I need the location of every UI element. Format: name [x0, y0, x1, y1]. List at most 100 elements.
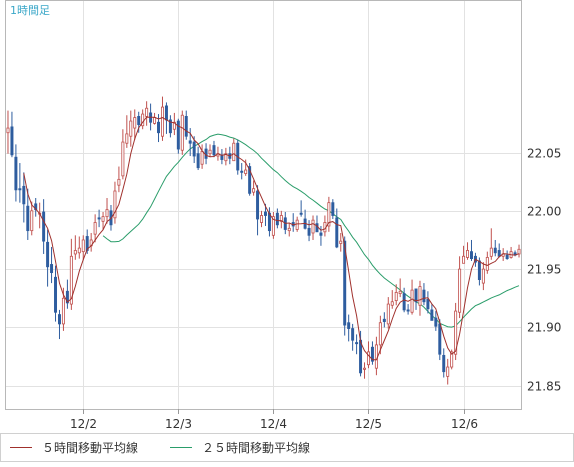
candle-body — [458, 268, 462, 313]
candle-body — [184, 116, 188, 137]
candle-body — [351, 328, 355, 341]
candle-body — [430, 309, 434, 321]
candle-body — [188, 140, 192, 144]
y-tick-label: 22.05 — [527, 147, 561, 161]
candle-body — [311, 219, 315, 234]
candle-body — [378, 322, 382, 346]
y-tick-label: 21.85 — [527, 380, 561, 394]
candle-body — [208, 149, 212, 155]
candle-body — [137, 116, 141, 125]
candle-body — [382, 318, 386, 322]
candle-body — [14, 156, 18, 191]
candle-body — [462, 255, 466, 264]
candle-body — [263, 211, 267, 216]
legend-ma5-label: ５時間移動平均線 — [42, 440, 138, 455]
candles-group — [6, 96, 521, 385]
candle-body — [160, 106, 164, 137]
candle-body — [327, 202, 331, 227]
candle-body — [248, 166, 252, 194]
candle-body — [164, 105, 168, 121]
candle-body — [196, 153, 200, 169]
candle-body — [390, 301, 394, 306]
candle-body — [339, 240, 343, 244]
candle-body — [101, 216, 105, 222]
ma5-line — [23, 116, 520, 361]
candle-body — [386, 303, 390, 325]
candle-body — [446, 366, 450, 377]
timeframe-label: 1時間足 — [10, 4, 50, 17]
candle-body — [410, 289, 414, 313]
candle-body — [10, 126, 14, 156]
candle-body — [497, 250, 501, 257]
x-tick-label: 12/3 — [165, 417, 192, 431]
candle-body — [117, 178, 121, 186]
candle-body — [418, 286, 422, 306]
candle-body — [50, 264, 54, 274]
candle-body — [406, 309, 410, 312]
candle-body — [343, 240, 347, 326]
candle-body — [454, 310, 458, 355]
candle-body — [426, 299, 430, 310]
candle-body — [422, 289, 426, 303]
candle-body — [394, 292, 398, 301]
x-tick-label: 12/6 — [451, 417, 478, 431]
candle-body — [69, 255, 73, 305]
candle-body — [347, 322, 351, 329]
candle-body — [489, 247, 493, 257]
candle-body — [129, 120, 133, 137]
candle-body — [46, 241, 50, 268]
candle-body — [54, 276, 58, 313]
candle-body — [244, 169, 248, 174]
candle-body — [121, 141, 125, 177]
y-tick-label: 21.95 — [527, 263, 561, 277]
grid-lines — [6, 1, 521, 409]
candle-body — [172, 121, 176, 130]
candle-body — [145, 107, 149, 117]
x-tick-label: 12/2 — [70, 417, 97, 431]
candle-body — [355, 342, 359, 345]
candle-body — [65, 290, 69, 304]
candle-body — [434, 317, 438, 327]
ma25-line-group — [102, 133, 520, 328]
candle-body — [200, 150, 204, 165]
candle-body — [113, 190, 117, 219]
candle-body — [141, 113, 145, 127]
candle-body — [93, 222, 97, 235]
candle-body — [402, 293, 406, 311]
candle-body — [30, 210, 34, 232]
candle-body — [295, 219, 299, 230]
x-tick-label: 12/4 — [260, 417, 287, 431]
y-tick-label: 21.90 — [527, 321, 561, 335]
candle-body — [232, 142, 236, 162]
candle-body — [359, 339, 363, 374]
y-tick-label: 22.00 — [527, 205, 561, 219]
candle-body — [57, 314, 61, 325]
candle-body — [157, 121, 161, 134]
candle-body — [176, 120, 180, 150]
candle-body — [450, 351, 454, 368]
candle-body — [6, 127, 10, 134]
x-tick-label: 12/5 — [355, 417, 382, 431]
candle-body — [438, 323, 442, 355]
candle-body — [319, 232, 323, 236]
candle-body — [299, 212, 303, 215]
y-axis-ticks: 21.85 21.90 21.95 22.00 22.05 — [527, 147, 561, 394]
ma5-line-group — [23, 116, 520, 361]
candle-body — [398, 290, 402, 294]
candle-body — [493, 247, 497, 254]
candle-body — [366, 351, 370, 366]
candle-body — [192, 141, 196, 157]
candle-body — [469, 251, 473, 260]
candle-body — [81, 239, 85, 253]
candle-body — [363, 367, 367, 370]
x-axis-ticks: 12/2 12/3 12/4 12/5 12/6 — [70, 409, 478, 431]
candle-body — [279, 215, 283, 222]
candle-body — [42, 211, 46, 242]
candle-body — [153, 117, 157, 124]
candle-body — [26, 205, 30, 232]
candle-body — [307, 227, 311, 236]
plot-area — [5, 0, 522, 410]
candle-body — [271, 216, 275, 236]
candle-body — [287, 227, 291, 232]
